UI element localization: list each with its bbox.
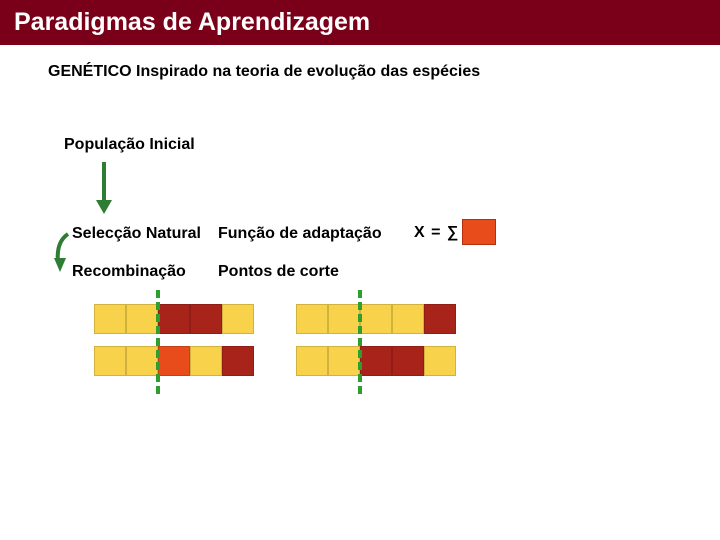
slide-title-bar: Paradigmas de Aprendizagem [0, 0, 720, 45]
label-x-equation: X = ∑ [414, 224, 459, 242]
fitness-color-chip [462, 219, 496, 245]
subtitle-rest: Inspirado na teoria de evolução das espé… [132, 63, 481, 80]
label-populacao: População Inicial [64, 136, 195, 154]
gene-cell [126, 304, 158, 334]
label-recombinacao: Recombinação [72, 263, 186, 281]
gene-cell [94, 304, 126, 334]
gene-cell [392, 304, 424, 334]
label-funcao: Função de adaptação [218, 225, 382, 243]
gene-cell [424, 346, 456, 376]
gene-cell [360, 304, 392, 334]
gene-cell [158, 346, 190, 376]
slide-title: Paradigmas de Aprendizagem [14, 8, 370, 36]
gene-cell [222, 304, 254, 334]
gene-cell [328, 304, 360, 334]
cut-line-left [156, 290, 160, 394]
gene-cell [392, 346, 424, 376]
gene-cell [158, 304, 190, 334]
arrow-curve-icon [54, 232, 74, 274]
subtitle-bold: GENÉTICO [48, 63, 132, 80]
gene-cell [424, 304, 456, 334]
gene-cell [328, 346, 360, 376]
gene-cell [190, 346, 222, 376]
arrow-down-icon [100, 162, 108, 212]
gene-cell [296, 304, 328, 334]
subtitle: GENÉTICO Inspirado na teoria de evolução… [48, 63, 720, 81]
gene-cell [94, 346, 126, 376]
label-pontos: Pontos de corte [218, 263, 339, 281]
chromosome-a [94, 304, 254, 334]
gene-cell [222, 346, 254, 376]
chromosome-b [94, 346, 254, 376]
cut-line-right [358, 290, 362, 394]
label-seleccao: Selecção Natural [72, 225, 201, 243]
gene-cell [126, 346, 158, 376]
gene-cell [296, 346, 328, 376]
chromosome-d [296, 346, 456, 376]
chromosome-c [296, 304, 456, 334]
gene-cell [360, 346, 392, 376]
gene-cell [190, 304, 222, 334]
